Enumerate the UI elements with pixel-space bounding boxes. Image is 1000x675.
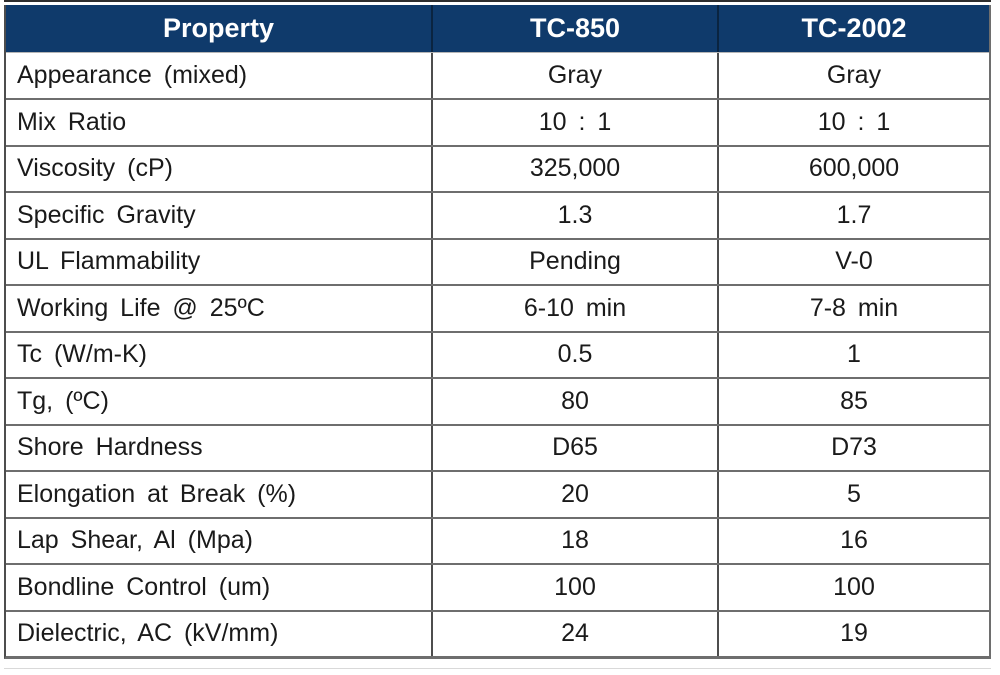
tc2002-value-cell: 85 [717, 379, 989, 424]
property-cell: Mix Ratio [17, 107, 127, 136]
tc2002-value-cell: 100 [717, 565, 989, 610]
table-row-tc: Tc (W/m-K) 0.5 1 [6, 330, 989, 377]
table-row-elongation: Elongation at Break (%) 20 5 [6, 470, 989, 517]
tc2002-value-cell: 1.7 [717, 193, 989, 238]
tc2002-value-cell: 1 [717, 332, 989, 377]
property-cell: Working Life @ 25ºC [17, 293, 265, 322]
property-cell: Shore Hardness [17, 433, 203, 462]
tc2002-value-cell: 5 [717, 472, 989, 517]
property-cell: Tc (W/m-K) [17, 340, 147, 369]
product-comparison-table: Property TC-850 TC-2002 Appearance (mixe… [4, 5, 991, 659]
table-row-viscosity: Viscosity (cP) 325,000 600,000 [6, 144, 989, 191]
table-bottom-shadow [4, 668, 991, 669]
tc850-value-cell: 10 : 1 [431, 100, 717, 145]
table-row-working-life: Working Life @ 25ºC 6-10 min 7-8 min [6, 284, 989, 331]
table-row-ul-flammability: UL Flammability Pending V-0 [6, 237, 989, 284]
tc2002-value-cell: 7-8 min [717, 286, 989, 331]
header-property: Property [162, 13, 275, 43]
property-cell: Elongation at Break (%) [17, 479, 297, 508]
table-row-bondline-control: Bondline Control (um) 100 100 [6, 563, 989, 610]
property-cell: Specific Gravity [17, 200, 196, 229]
tc850-value-cell: D65 [431, 425, 717, 470]
property-cell: UL Flammability [17, 247, 201, 276]
table-row-appearance: Appearance (mixed) Gray Gray [6, 52, 989, 98]
table-row-mix-ratio: Mix Ratio 10 : 1 10 : 1 [6, 98, 989, 145]
property-cell: Bondline Control (um) [17, 572, 271, 601]
table-header-row: Property TC-850 TC-2002 [6, 5, 989, 52]
property-cell: Dielectric, AC (kV/mm) [17, 619, 279, 648]
header-tc850: TC-850 [431, 5, 717, 52]
tc850-value-cell: 6-10 min [431, 286, 717, 331]
tc850-value-cell: 0.5 [431, 332, 717, 377]
tc850-value-cell: 80 [431, 379, 717, 424]
header-tc2002: TC-2002 [717, 5, 989, 52]
property-cell: Appearance (mixed) [17, 61, 248, 89]
tc850-value-cell: 18 [431, 518, 717, 563]
table-row-lap-shear: Lap Shear, Al (Mpa) 18 16 [6, 516, 989, 563]
table-row-shore-hardness: Shore Hardness D65 D73 [6, 423, 989, 470]
table-row-tg: Tg, (ºC) 80 85 [6, 377, 989, 424]
tc2002-value-cell: 600,000 [717, 146, 989, 191]
tc2002-value-cell: 10 : 1 [717, 100, 989, 145]
tc850-value-cell: 1.3 [431, 193, 717, 238]
tc850-value-cell: Gray [431, 53, 717, 98]
tc2002-value-cell: V-0 [717, 239, 989, 284]
property-cell: Viscosity (cP) [17, 154, 173, 183]
property-cell: Lap Shear, Al (Mpa) [17, 526, 253, 555]
tc850-value-cell: 325,000 [431, 146, 717, 191]
tc850-value-cell: 24 [431, 611, 717, 656]
table-top-rule [4, 0, 991, 2]
tc850-value-cell: Pending [431, 239, 717, 284]
table-row-specific-gravity: Specific Gravity 1.3 1.7 [6, 191, 989, 238]
tc850-value-cell: 100 [431, 565, 717, 610]
table-row-dielectric: Dielectric, AC (kV/mm) 24 19 [6, 609, 989, 656]
tc2002-value-cell: D73 [717, 425, 989, 470]
tc2002-value-cell: Gray [717, 53, 989, 98]
tc2002-value-cell: 19 [717, 611, 989, 656]
tc850-value-cell: 20 [431, 472, 717, 517]
tc2002-value-cell: 16 [717, 518, 989, 563]
property-cell: Tg, (ºC) [17, 386, 109, 415]
